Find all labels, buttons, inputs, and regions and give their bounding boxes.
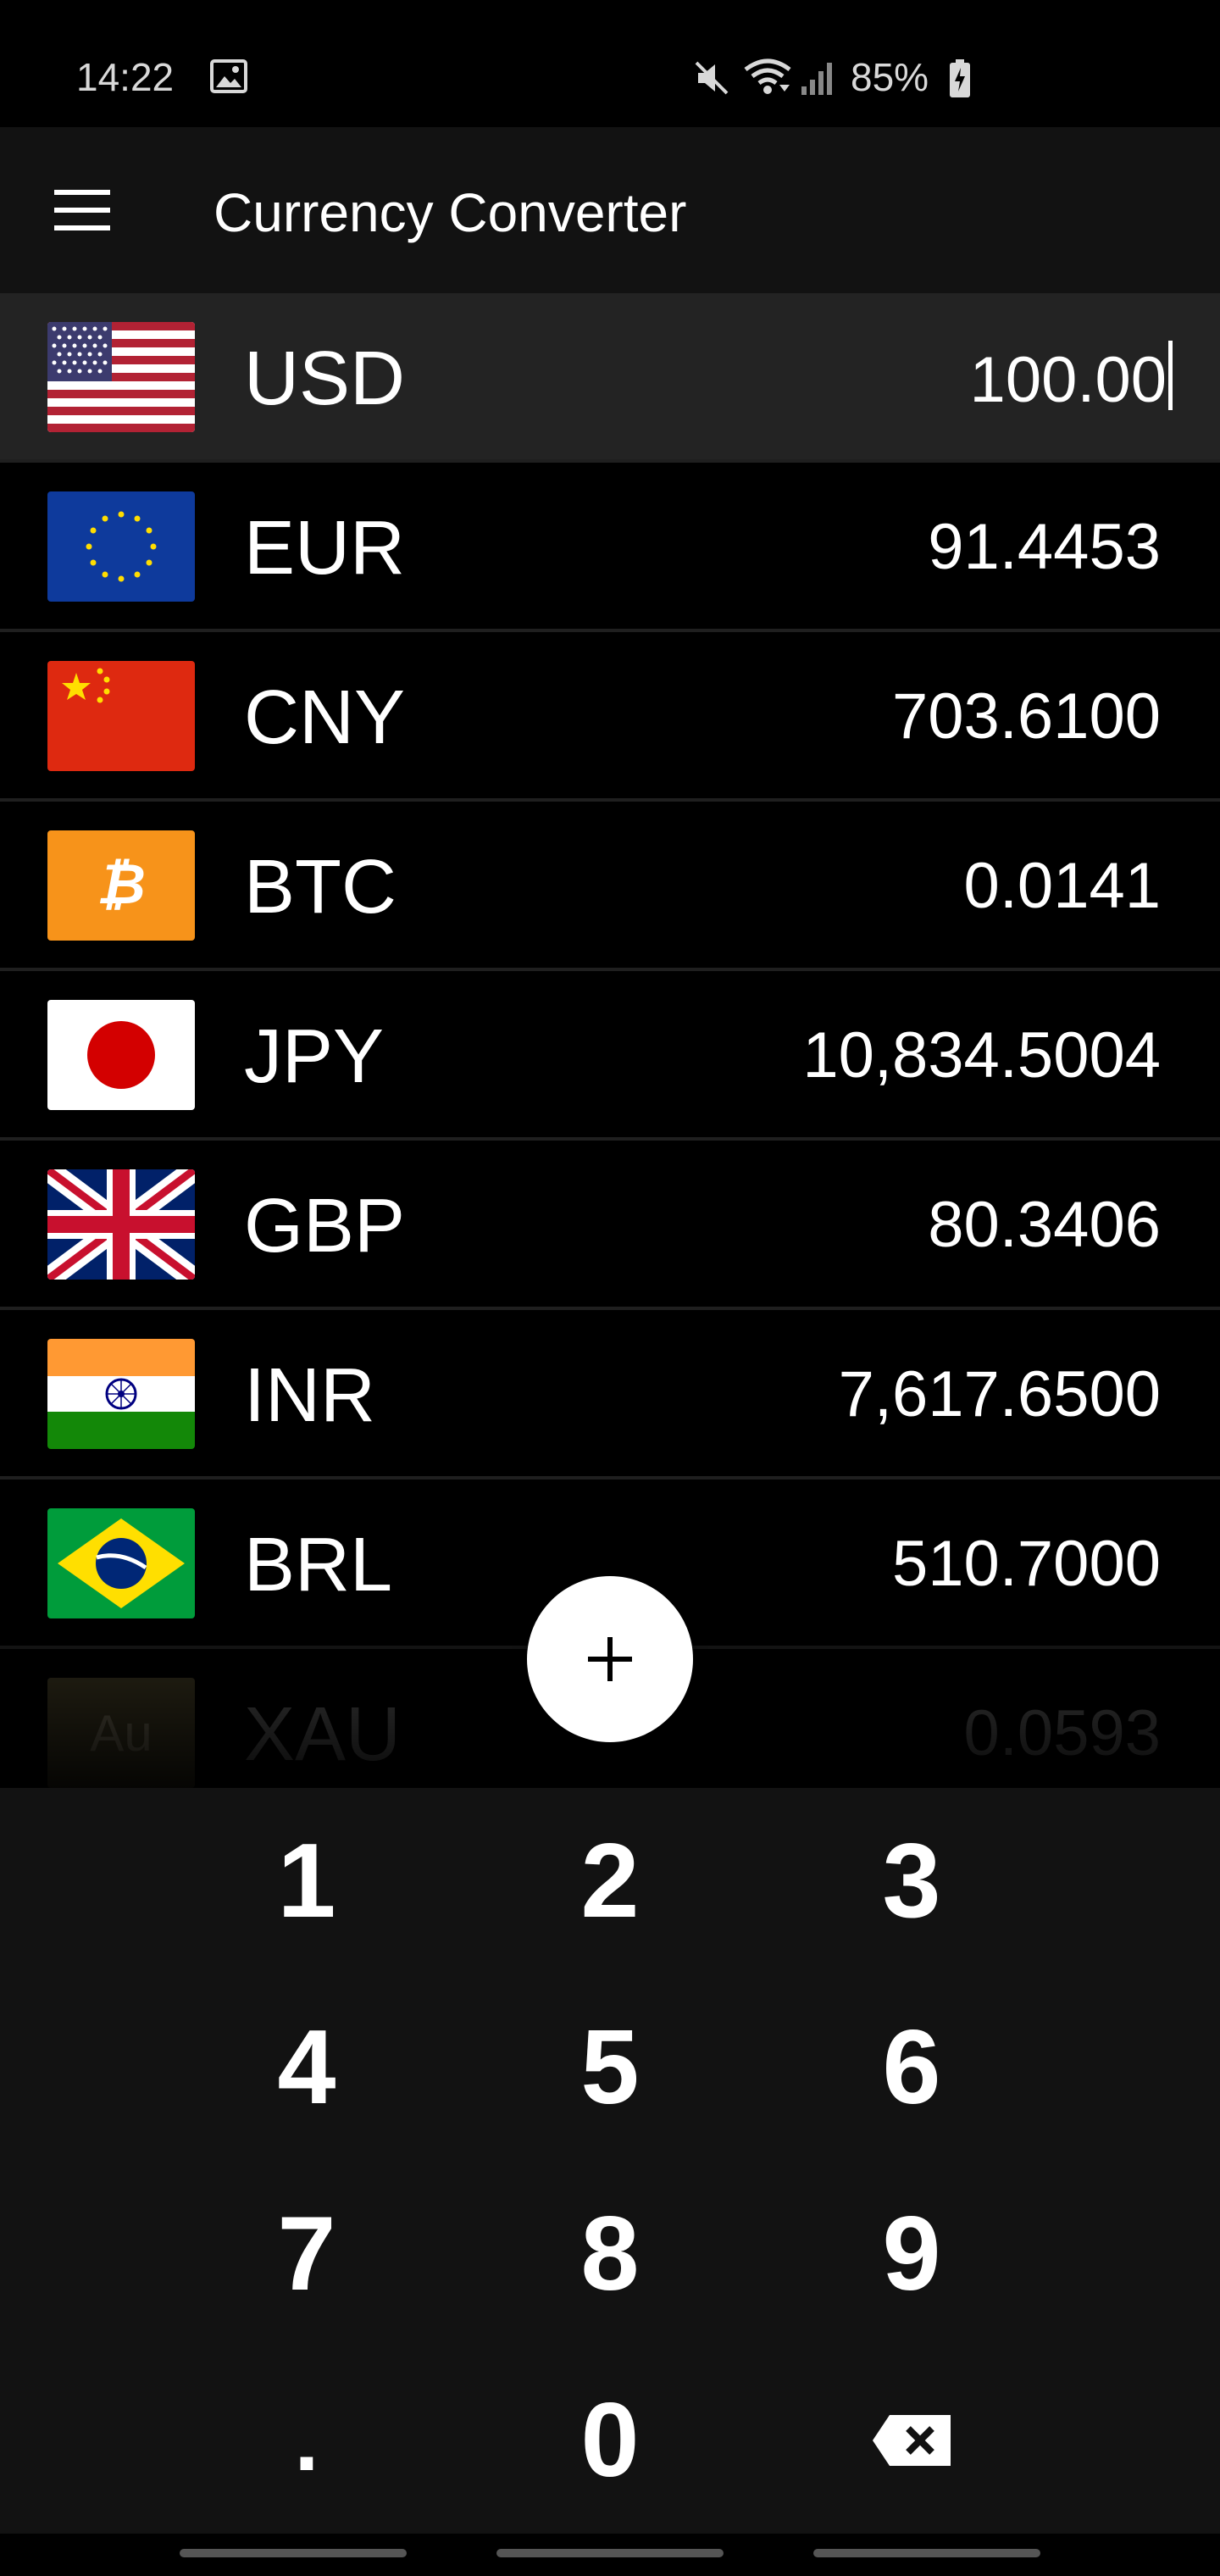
uk-flag <box>47 1169 195 1280</box>
currency-value: 0.0141 <box>963 850 1161 922</box>
currency-code: INR <box>244 1353 375 1438</box>
currency-value-input[interactable]: 100.00 <box>970 341 1173 417</box>
currency-value: 10,834.5004 <box>802 1019 1161 1091</box>
currency-code: BTC <box>244 845 396 930</box>
currency-row-jpy[interactable]: JPY 10,834.5004 <box>0 971 1220 1141</box>
currency-row-cny[interactable]: CNY 703.6100 <box>0 632 1220 802</box>
key-5[interactable]: 5 <box>580 2009 640 2126</box>
nav-back-handle[interactable] <box>813 2549 1040 2557</box>
key-3[interactable]: 3 <box>882 1823 941 1940</box>
currency-value: 80.3406 <box>928 1189 1161 1261</box>
currency-row-inr[interactable]: INR 7,617.6500 <box>0 1310 1220 1480</box>
hamburger-menu-icon[interactable] <box>54 188 110 232</box>
currency-row-brl[interactable]: BRL 510.7000 <box>0 1480 1220 1649</box>
key-6[interactable]: 6 <box>882 2009 941 2126</box>
gold-symbol: Au <box>90 1705 152 1762</box>
key-8[interactable]: 8 <box>580 2196 640 2312</box>
currency-list: USD 100.00 EUR 91.4453 <box>0 293 1220 1788</box>
currency-value: 703.6100 <box>892 680 1161 752</box>
in-flag <box>47 1339 195 1449</box>
key-4[interactable]: 4 <box>277 2009 336 2126</box>
currency-code: JPY <box>244 1014 385 1099</box>
cn-flag <box>47 661 195 771</box>
key-decimal[interactable]: . <box>294 2391 319 2490</box>
mute-icon <box>695 61 729 95</box>
br-flag <box>47 1508 195 1618</box>
eu-flag <box>47 491 195 602</box>
currency-value-text: 100.00 <box>969 344 1167 416</box>
currency-value: 7,617.6500 <box>838 1358 1161 1430</box>
currency-code: USD <box>244 336 406 421</box>
key-0[interactable]: 0 <box>580 2382 640 2499</box>
number-keypad: 1 2 3 4 5 6 7 8 9 . 0 <box>0 1788 1220 2534</box>
currency-code: BRL <box>244 1523 393 1607</box>
nav-recents-handle[interactable] <box>180 2549 407 2557</box>
key-9[interactable]: 9 <box>882 2196 941 2312</box>
plus-icon <box>588 1637 632 1681</box>
currency-code: CNY <box>244 675 406 760</box>
bitcoin-icon: ₿ <box>47 830 195 941</box>
currency-code: XAU <box>244 1692 402 1777</box>
backspace-key[interactable] <box>759 2347 1064 2534</box>
currency-value: 510.7000 <box>892 1528 1161 1600</box>
nav-home-handle[interactable] <box>496 2549 724 2557</box>
signal-icon <box>801 63 832 95</box>
currency-code: GBP <box>244 1184 406 1269</box>
currency-row-eur[interactable]: EUR 91.4453 <box>0 463 1220 632</box>
wifi-icon <box>744 58 791 94</box>
currency-value: 0.0593 <box>963 1697 1161 1769</box>
gold-icon: Au <box>47 1678 195 1788</box>
app-title: Currency Converter <box>214 182 687 243</box>
currency-row-usd[interactable]: USD 100.00 <box>0 293 1220 463</box>
currency-code: EUR <box>244 506 406 591</box>
app-bar: Currency Converter <box>0 127 1220 293</box>
battery-charging-icon <box>950 59 970 97</box>
key-1[interactable]: 1 <box>277 1823 336 1940</box>
status-time: 14:22 <box>76 55 175 99</box>
currency-row-btc[interactable]: ₿ BTC 0.0141 <box>0 802 1220 971</box>
add-currency-button[interactable] <box>527 1576 693 1742</box>
currency-row-gbp[interactable]: GBP 80.3406 <box>0 1141 1220 1310</box>
currency-value: 91.4453 <box>928 511 1161 583</box>
key-7[interactable]: 7 <box>277 2196 336 2312</box>
us-flag <box>47 322 195 432</box>
key-2[interactable]: 2 <box>580 1823 640 1940</box>
battery-percentage: 85% <box>851 55 929 99</box>
image-icon <box>210 59 247 93</box>
status-bar: 14:22 85% <box>0 0 1220 127</box>
svg-text:₿: ₿ <box>97 852 146 917</box>
text-cursor <box>1168 341 1173 410</box>
system-nav-bar <box>0 2534 1220 2576</box>
backspace-icon <box>873 2415 951 2466</box>
jp-flag <box>47 1000 195 1110</box>
